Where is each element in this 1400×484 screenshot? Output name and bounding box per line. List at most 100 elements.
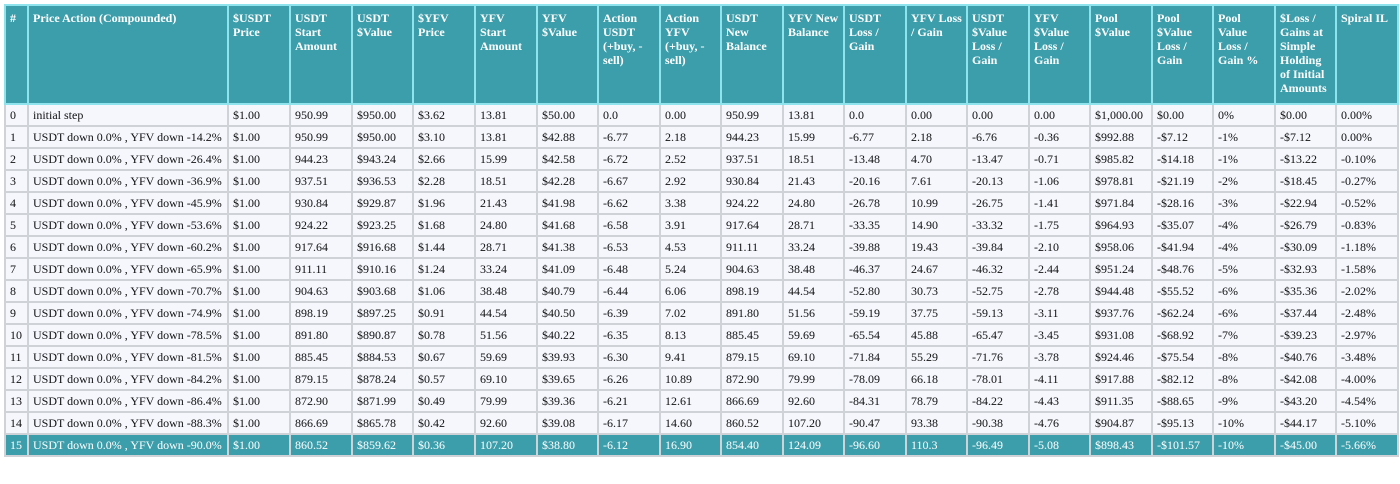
table-cell: -8% bbox=[1212, 345, 1276, 369]
table-cell: 59.69 bbox=[474, 345, 538, 369]
table-cell: USDT down 0.0% , YFV down -14.2% bbox=[27, 125, 229, 149]
table-cell: $936.53 bbox=[351, 169, 414, 193]
table-cell: $41.68 bbox=[536, 213, 599, 237]
table-cell: $950.00 bbox=[351, 125, 414, 149]
table-cell: -3.45 bbox=[1028, 323, 1091, 347]
table-cell: -6.17 bbox=[597, 411, 661, 435]
table-cell: -2.10 bbox=[1028, 235, 1091, 259]
table-cell: -6.72 bbox=[597, 147, 661, 171]
table-cell: USDT down 0.0% , YFV down -60.2% bbox=[27, 235, 229, 259]
table-cell: $1,000.00 bbox=[1089, 103, 1153, 127]
table-cell: 930.84 bbox=[289, 191, 353, 215]
table-cell: $1.00 bbox=[227, 103, 291, 127]
table-cell: $2.28 bbox=[412, 169, 476, 193]
table-cell: -6.77 bbox=[597, 125, 661, 149]
table-cell: 13 bbox=[4, 389, 29, 413]
table-cell: 4.70 bbox=[905, 147, 968, 171]
table-cell: -$40.76 bbox=[1274, 345, 1337, 369]
table-cell: $937.76 bbox=[1089, 301, 1153, 325]
table-cell: -78.01 bbox=[966, 367, 1030, 391]
table-cell: $1.00 bbox=[227, 169, 291, 193]
table-cell: 11 bbox=[4, 345, 29, 369]
table-cell: 3.91 bbox=[659, 213, 722, 237]
table-cell: $985.82 bbox=[1089, 147, 1153, 171]
table-cell: -33.32 bbox=[966, 213, 1030, 237]
table-cell: $1.00 bbox=[227, 147, 291, 171]
table-cell: -$13.22 bbox=[1274, 147, 1337, 171]
table-row: 3 USDT down 0.0% , YFV down -36.9% $1.00 93… bbox=[4, 169, 1399, 193]
table-cell: $1.24 bbox=[412, 257, 476, 281]
table-cell: -6.39 bbox=[597, 301, 661, 325]
table-cell: 13.81 bbox=[474, 103, 538, 127]
table-cell: -65.54 bbox=[843, 323, 907, 347]
table-cell: 891.80 bbox=[289, 323, 353, 347]
table-row: 10 USDT down 0.0% , YFV down -78.5% $1.00 8… bbox=[4, 323, 1399, 347]
table-row: 8 USDT down 0.0% , YFV down -70.7% $1.00 90… bbox=[4, 279, 1399, 303]
table-cell: 10.99 bbox=[905, 191, 968, 215]
table-cell: 854.40 bbox=[720, 433, 784, 457]
table-cell: $2.66 bbox=[412, 147, 476, 171]
table-cell: 860.52 bbox=[720, 411, 784, 435]
table-cell: $950.00 bbox=[351, 103, 414, 127]
table-cell: $971.84 bbox=[1089, 191, 1153, 215]
table-cell: $3.62 bbox=[412, 103, 476, 127]
table-cell: -3.78 bbox=[1028, 345, 1091, 369]
table-cell: USDT down 0.0% , YFV down -88.3% bbox=[27, 411, 229, 435]
table-row: 6 USDT down 0.0% , YFV down -60.2% $1.00 91… bbox=[4, 235, 1399, 259]
table-cell: 14.60 bbox=[659, 411, 722, 435]
table-cell: -90.47 bbox=[843, 411, 907, 435]
table-cell: -$18.45 bbox=[1274, 169, 1337, 193]
table-cell: -2% bbox=[1212, 169, 1276, 193]
table-cell: 7.61 bbox=[905, 169, 968, 193]
table-cell: -$88.65 bbox=[1151, 389, 1214, 413]
table-cell: 45.88 bbox=[905, 323, 968, 347]
column-header: Action USDT (+buy, -sell) bbox=[597, 4, 661, 105]
table-cell: -6.53 bbox=[597, 235, 661, 259]
table-cell: 924.22 bbox=[720, 191, 784, 215]
table-cell: -$62.24 bbox=[1151, 301, 1214, 325]
impermanent-loss-table: # Price Action (Compounded) $USDT Price USD… bbox=[4, 4, 1399, 457]
column-header: USDT Loss / Gain bbox=[843, 4, 907, 105]
table-cell: -6.21 bbox=[597, 389, 661, 413]
table-cell: $904.87 bbox=[1089, 411, 1153, 435]
table-cell: -39.84 bbox=[966, 235, 1030, 259]
column-header: Pool $Value Loss / Gain bbox=[1151, 4, 1214, 105]
table-cell: $40.22 bbox=[536, 323, 599, 347]
column-header: Pool $Value bbox=[1089, 4, 1153, 105]
table-cell: $0.91 bbox=[412, 301, 476, 325]
table-cell: 4.53 bbox=[659, 235, 722, 259]
table-cell: $0.67 bbox=[412, 345, 476, 369]
table-cell: -$75.54 bbox=[1151, 345, 1214, 369]
table-cell: -$42.08 bbox=[1274, 367, 1337, 391]
table-cell: -39.88 bbox=[843, 235, 907, 259]
table-cell: -1.75 bbox=[1028, 213, 1091, 237]
table-cell: 78.79 bbox=[905, 389, 968, 413]
column-header: Action YFV (+buy, -sell) bbox=[659, 4, 722, 105]
table-cell: $898.43 bbox=[1089, 433, 1153, 457]
table-cell: USDT down 0.0% , YFV down -74.9% bbox=[27, 301, 229, 325]
table-cell: -$7.12 bbox=[1151, 125, 1214, 149]
column-header: YFV New Balance bbox=[782, 4, 845, 105]
table-cell: -$43.20 bbox=[1274, 389, 1337, 413]
table-cell: 917.64 bbox=[720, 213, 784, 237]
table-cell: -6.30 bbox=[597, 345, 661, 369]
table-cell: 872.90 bbox=[289, 389, 353, 413]
table-cell: $1.00 bbox=[227, 213, 291, 237]
table-cell: $897.25 bbox=[351, 301, 414, 325]
table-cell: $865.78 bbox=[351, 411, 414, 435]
table-row: 14 USDT down 0.0% , YFV down -88.3% $1.00 8… bbox=[4, 411, 1399, 435]
table-cell: -0.52% bbox=[1335, 191, 1399, 215]
table-cell: 866.69 bbox=[720, 389, 784, 413]
table-cell: 911.11 bbox=[289, 257, 353, 281]
table-cell: -$22.94 bbox=[1274, 191, 1337, 215]
table-cell: -90.38 bbox=[966, 411, 1030, 435]
table-cell: USDT down 0.0% , YFV down -53.6% bbox=[27, 213, 229, 237]
table-cell: $929.87 bbox=[351, 191, 414, 215]
table-cell: 24.80 bbox=[782, 191, 845, 215]
table-cell: 21.43 bbox=[474, 191, 538, 215]
table-cell: -13.47 bbox=[966, 147, 1030, 171]
column-header: YFV Loss / Gain bbox=[905, 4, 968, 105]
table-cell: -2.44 bbox=[1028, 257, 1091, 281]
table-cell: $1.00 bbox=[227, 235, 291, 259]
table-cell: 79.99 bbox=[474, 389, 538, 413]
